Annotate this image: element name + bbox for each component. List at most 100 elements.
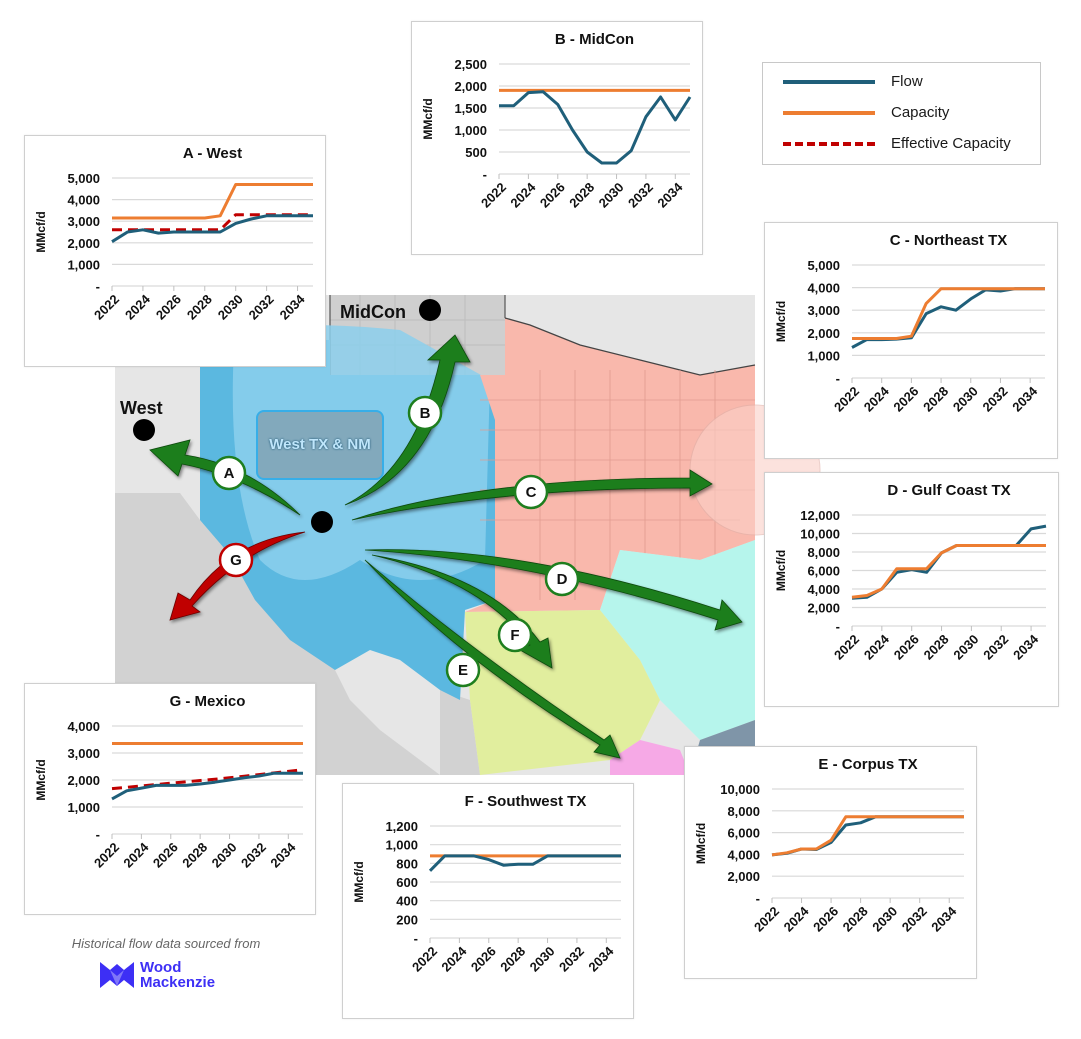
wood-mackenzie-logo-icon xyxy=(100,962,134,988)
chart-title: C - Northeast TX xyxy=(890,232,1008,249)
y-tick-label: - xyxy=(836,371,840,386)
svg-text:F: F xyxy=(510,627,519,644)
y-tick-label: 6,000 xyxy=(727,826,760,841)
x-tick-label: 2028 xyxy=(179,840,210,871)
x-tick-label: 2034 xyxy=(267,839,299,871)
x-tick-label: 2022 xyxy=(751,904,782,935)
y-tick-label: 1,200 xyxy=(385,819,418,834)
y-tick-label: 2,000 xyxy=(727,869,760,884)
route-badge-e: E xyxy=(445,652,481,688)
y-tick-label: 800 xyxy=(396,856,418,871)
x-tick-label: 2024 xyxy=(861,631,893,663)
legend-item-flow: Flow xyxy=(783,73,923,90)
y-tick-label: 10,000 xyxy=(720,782,760,797)
x-tick-label: 2030 xyxy=(950,384,981,415)
svg-text:B: B xyxy=(420,405,431,422)
chart-card-a: A - West MMcf/d - 1,000 2,000 3,000 4,000 5,000… xyxy=(24,135,326,367)
chart-card-b: B - MidCon MMcf/d - 500 1,000 1,500 2,000 2,500… xyxy=(411,21,703,255)
y-tick-label: 600 xyxy=(396,875,418,890)
y-tick-label: 2,000 xyxy=(67,773,100,788)
y-tick-label: - xyxy=(96,279,100,294)
x-tick-label: 2034 xyxy=(928,903,960,935)
y-tick-label: 1,000 xyxy=(454,123,487,138)
series-capacity xyxy=(852,287,1045,340)
x-tick-label: 2026 xyxy=(810,904,841,935)
x-tick-label: 2022 xyxy=(409,944,440,975)
chart-card-f: F - Southwest TX MMcf/d - 200 400 600 800 1,000… xyxy=(342,783,634,1019)
y-tick-label: 2,500 xyxy=(454,57,487,72)
y-tick-label: 8,000 xyxy=(807,545,840,560)
y-tick-label: 4,000 xyxy=(67,193,100,208)
x-tick-label: 2032 xyxy=(980,632,1011,663)
chart-card-c: C - Northeast TX MMcf/d - 1,000 2,000 3,000 4,… xyxy=(764,222,1058,459)
x-tick-label: 2024 xyxy=(781,903,813,935)
data-source-credit: Historical flow data sourced from xyxy=(71,936,261,951)
x-tick-label: 2026 xyxy=(537,180,568,211)
x-tick-label: 2034 xyxy=(1010,631,1042,663)
wood-mackenzie-logo: Wood Mackenzie xyxy=(100,960,215,990)
y-tick-label: 400 xyxy=(396,894,418,909)
legend-swatch-flow xyxy=(783,79,875,84)
x-tick-label: 2032 xyxy=(238,840,269,871)
x-tick-label: 2022 xyxy=(831,632,862,663)
x-tick-label: 2032 xyxy=(980,384,1011,415)
y-axis-label: MMcf/d xyxy=(352,861,366,902)
y-tick-label: 500 xyxy=(465,145,487,160)
x-tick-label: 2022 xyxy=(478,180,509,211)
x-tick-label: 2030 xyxy=(209,840,240,871)
y-axis-label: MMcf/d xyxy=(34,759,48,800)
x-tick-label: 2028 xyxy=(920,384,951,415)
x-tick-label: 2030 xyxy=(869,904,900,935)
legend-label-effective-capacity: Effective Capacity xyxy=(891,135,1011,152)
y-tick-label: 10,000 xyxy=(800,527,840,542)
x-tick-label: 2022 xyxy=(91,292,122,323)
y-tick-label: 200 xyxy=(396,912,418,927)
y-tick-label: 4,000 xyxy=(67,719,100,734)
x-tick-label: 2024 xyxy=(122,291,154,323)
y-tick-label: 8,000 xyxy=(727,804,760,819)
series-flow xyxy=(428,854,621,872)
y-tick-label: 1,500 xyxy=(454,101,487,116)
x-tick-label: 2028 xyxy=(184,292,215,323)
chart-title: D - Gulf Coast TX xyxy=(887,482,1010,499)
x-tick-label: 2022 xyxy=(91,840,122,871)
chart-title: A - West xyxy=(183,145,242,162)
wood-mackenzie-line2: Mackenzie xyxy=(140,974,216,991)
route-badge-f: F xyxy=(497,617,533,653)
x-tick-label: 2032 xyxy=(899,904,930,935)
y-tick-label: 4,000 xyxy=(807,582,840,597)
y-axis-label: MMcf/d xyxy=(774,550,788,591)
x-tick-label: 2034 xyxy=(654,179,686,211)
chart-title: E - Corpus TX xyxy=(818,756,917,773)
x-tick-label: 2032 xyxy=(246,292,277,323)
x-tick-label: 2022 xyxy=(831,384,862,415)
y-tick-label: 3,000 xyxy=(67,746,100,761)
chart-legend: Flow Capacity Effective Capacity xyxy=(762,62,1041,165)
route-badge-g: G xyxy=(218,542,254,578)
legend-label-capacity: Capacity xyxy=(891,104,950,121)
x-tick-label: 2028 xyxy=(497,944,528,975)
svg-text:D: D xyxy=(557,571,568,588)
y-tick-label: 3,000 xyxy=(807,303,840,318)
x-tick-label: 2034 xyxy=(585,943,617,975)
x-tick-label: 2030 xyxy=(950,632,981,663)
x-tick-label: 2034 xyxy=(277,291,309,323)
y-tick-label: 4,000 xyxy=(727,847,760,862)
svg-text:E: E xyxy=(458,662,468,679)
x-tick-label: 2026 xyxy=(153,292,184,323)
y-tick-label: 2,000 xyxy=(807,326,840,341)
x-tick-label: 2034 xyxy=(1009,383,1041,415)
y-tick-label: 2,000 xyxy=(67,236,100,251)
west-label: West xyxy=(120,398,163,418)
legend-item-effective-capacity: Effective Capacity xyxy=(783,135,1011,152)
y-tick-label: - xyxy=(414,931,418,946)
y-tick-label: 2,000 xyxy=(454,79,487,94)
y-axis-label: MMcf/d xyxy=(774,301,788,342)
x-tick-label: 2028 xyxy=(566,180,597,211)
hub-label-box: West TX & NM xyxy=(256,410,384,480)
chart-title: F - Southwest TX xyxy=(465,793,587,810)
hub-label: West TX & NM xyxy=(269,436,371,453)
chart-title: G - Mexico xyxy=(170,693,246,710)
legend-item-capacity: Capacity xyxy=(783,104,949,121)
